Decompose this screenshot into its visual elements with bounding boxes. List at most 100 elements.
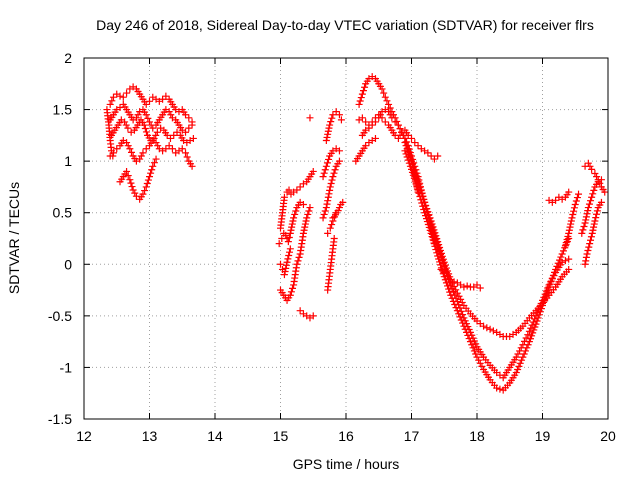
data-point bbox=[455, 301, 463, 309]
data-point bbox=[319, 214, 327, 222]
data-point bbox=[139, 149, 147, 157]
data-point bbox=[381, 118, 389, 126]
data-point bbox=[325, 155, 333, 163]
data-point bbox=[405, 151, 413, 159]
data-point bbox=[139, 190, 147, 198]
series-arc-b4 bbox=[277, 245, 294, 279]
data-point bbox=[126, 145, 134, 153]
data-point bbox=[328, 176, 336, 184]
data-point bbox=[457, 295, 465, 303]
data-point bbox=[291, 210, 299, 218]
data-point bbox=[459, 311, 467, 319]
series-arc-b6 bbox=[306, 114, 314, 122]
data-point bbox=[424, 149, 432, 157]
data-point bbox=[585, 200, 593, 208]
data-point bbox=[123, 89, 131, 97]
x-tick-label: 15 bbox=[273, 428, 289, 444]
data-point bbox=[284, 255, 292, 263]
data-point bbox=[427, 152, 435, 160]
data-point bbox=[282, 264, 290, 272]
data-point bbox=[136, 155, 144, 163]
data-point bbox=[290, 214, 298, 222]
data-point bbox=[557, 253, 565, 261]
series-arc-f1 bbox=[561, 190, 583, 250]
data-point bbox=[438, 252, 446, 260]
data-point bbox=[396, 125, 404, 133]
data-point bbox=[142, 100, 150, 108]
data-point bbox=[589, 190, 597, 198]
data-point bbox=[106, 100, 114, 108]
series-arc-f2 bbox=[545, 188, 573, 206]
data-point bbox=[385, 108, 393, 116]
data-point bbox=[408, 134, 415, 142]
data-point bbox=[152, 139, 160, 147]
series-arc-f5 bbox=[581, 198, 605, 268]
series-arc-c2 bbox=[319, 145, 343, 181]
data-point bbox=[386, 111, 394, 119]
data-point bbox=[586, 162, 594, 170]
series-arc-d2 bbox=[355, 111, 442, 163]
data-point bbox=[528, 321, 536, 329]
data-point bbox=[435, 241, 443, 249]
data-point bbox=[146, 97, 153, 105]
data-point bbox=[304, 210, 312, 218]
data-point bbox=[401, 139, 409, 147]
data-point bbox=[469, 344, 477, 352]
data-point bbox=[332, 108, 340, 116]
data-point bbox=[380, 89, 388, 97]
data-point bbox=[516, 347, 524, 355]
data-point bbox=[295, 253, 303, 261]
data-point bbox=[593, 173, 601, 181]
data-point bbox=[305, 207, 313, 215]
data-point bbox=[564, 232, 572, 240]
data-point bbox=[335, 147, 343, 155]
data-point bbox=[519, 353, 527, 361]
data-point bbox=[309, 167, 317, 175]
data-point bbox=[154, 142, 162, 150]
series-arc-e2 bbox=[401, 139, 573, 382]
data-point bbox=[306, 204, 314, 212]
data-point bbox=[468, 341, 476, 349]
data-point bbox=[162, 145, 170, 153]
y-tick-label: 1.5 bbox=[53, 102, 73, 118]
data-point bbox=[285, 252, 293, 260]
data-point bbox=[326, 121, 334, 129]
data-point bbox=[326, 186, 334, 194]
data-point bbox=[489, 327, 497, 335]
data-point bbox=[437, 249, 445, 257]
data-point bbox=[518, 356, 526, 364]
data-point bbox=[432, 232, 440, 240]
data-point bbox=[321, 166, 329, 174]
data-point bbox=[429, 223, 437, 231]
series-arc-d4 bbox=[352, 134, 379, 165]
data-point bbox=[124, 172, 132, 180]
data-point bbox=[522, 334, 530, 342]
data-point bbox=[514, 350, 522, 358]
data-point bbox=[566, 223, 574, 231]
y-tick-label: 2 bbox=[64, 50, 72, 66]
data-point bbox=[394, 134, 402, 142]
data-point bbox=[425, 211, 433, 219]
data-point bbox=[368, 121, 376, 129]
data-point bbox=[521, 347, 529, 355]
data-point bbox=[590, 186, 598, 194]
data-point bbox=[168, 145, 176, 153]
series-arc-b3 bbox=[277, 204, 314, 304]
data-point bbox=[286, 245, 294, 253]
data-point bbox=[142, 111, 150, 119]
data-point bbox=[455, 292, 463, 300]
data-point bbox=[144, 114, 152, 122]
data-point bbox=[294, 257, 302, 265]
data-point bbox=[524, 331, 532, 339]
data-point bbox=[122, 121, 130, 129]
x-tick-label: 16 bbox=[338, 428, 354, 444]
data-point bbox=[597, 198, 605, 206]
data-point bbox=[475, 356, 483, 364]
y-tick-label: 0.5 bbox=[53, 205, 73, 221]
data-point bbox=[426, 214, 434, 222]
data-point bbox=[327, 118, 335, 126]
data-point bbox=[578, 229, 586, 237]
data-point bbox=[293, 260, 301, 268]
data-point bbox=[456, 304, 464, 312]
data-point bbox=[417, 187, 425, 195]
